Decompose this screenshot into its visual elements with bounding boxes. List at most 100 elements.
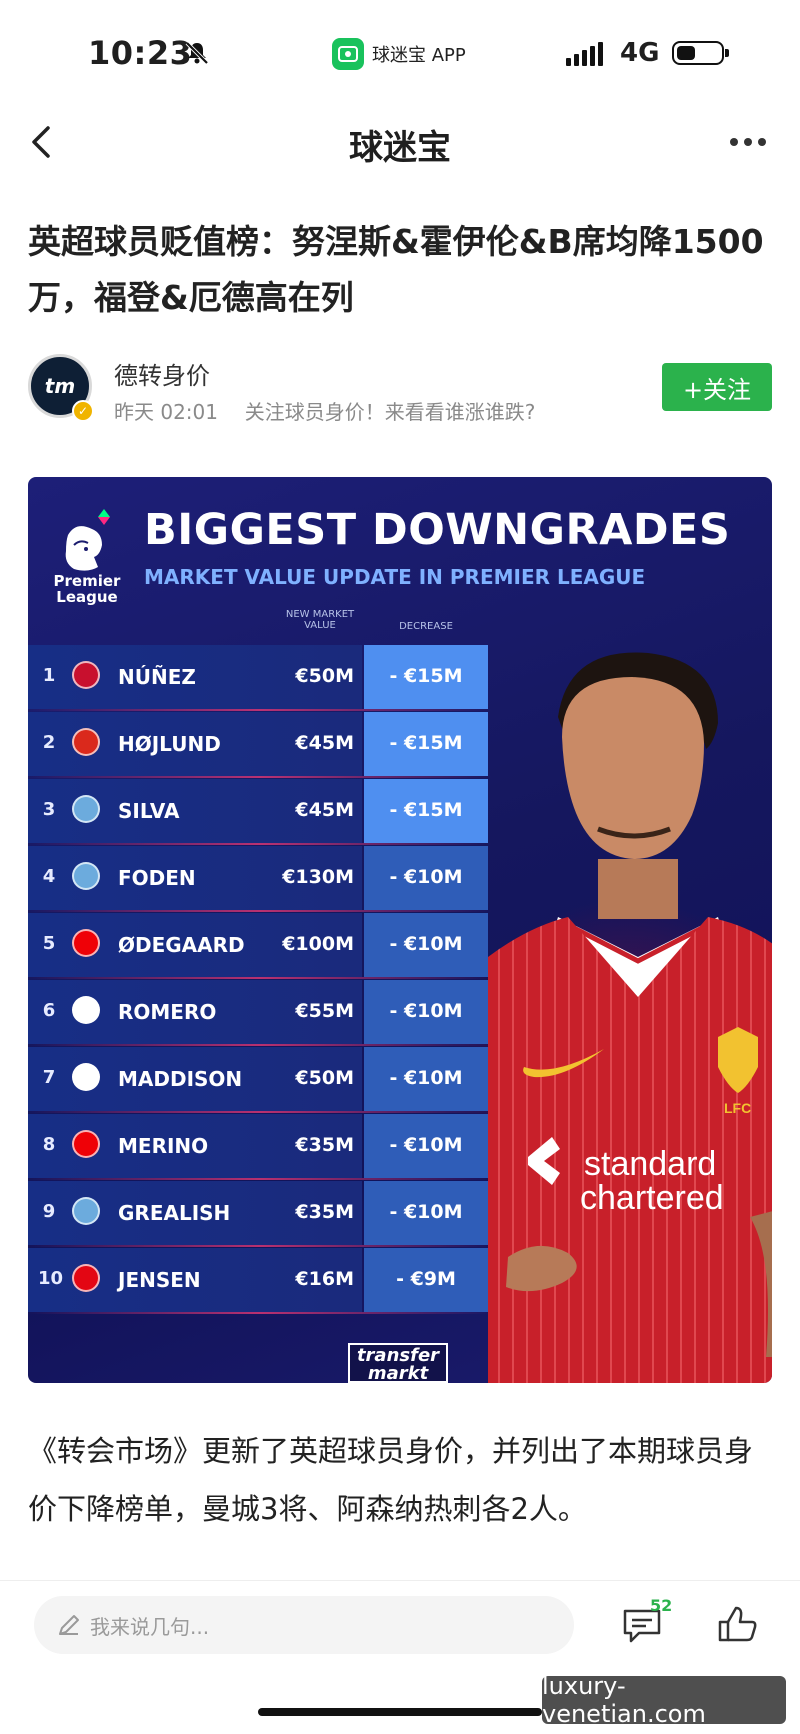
- ranking-row: 10 JENSEN €16M - €9M: [28, 1248, 492, 1314]
- man-city-crest-icon: [72, 1197, 100, 1225]
- ranking-row: 7 MADDISON €50M - €10M: [28, 1047, 492, 1113]
- signal-icon: [566, 40, 603, 66]
- column-header-new-value: NEW MARKET VALUE: [285, 609, 355, 631]
- row-decrease: - €10M: [389, 1000, 463, 1022]
- row-decrease: - €15M: [389, 665, 463, 687]
- row-player-name: MADDISON: [118, 1067, 243, 1091]
- tottenham-crest-icon: [72, 1063, 100, 1091]
- thumbs-up-icon[interactable]: [716, 1604, 758, 1644]
- status-time: 10:23: [88, 34, 193, 72]
- svg-text:standard: standard: [584, 1145, 716, 1183]
- ranking-row: 9 GREALISH €35M - €10M: [28, 1181, 492, 1247]
- row-decrease: - €10M: [389, 1134, 463, 1156]
- row-player-name: GREALISH: [118, 1201, 231, 1225]
- graphic-subheadline: MARKET VALUE UPDATE IN PREMIER LEAGUE: [144, 565, 646, 589]
- row-decrease: - €10M: [389, 1067, 463, 1089]
- liverpool-crest-icon: [72, 661, 100, 689]
- row-market-value: €45M: [295, 732, 354, 754]
- home-indicator[interactable]: [258, 1708, 542, 1716]
- mute-bell-icon: [185, 41, 209, 65]
- brentford-crest-icon: [72, 1264, 100, 1292]
- nav-title: 球迷宝: [349, 128, 451, 168]
- row-decrease: - €15M: [389, 799, 463, 821]
- author-avatar[interactable]: tm: [28, 354, 92, 418]
- tottenham-crest-icon: [72, 996, 100, 1024]
- author-avatar-text: tm: [44, 374, 76, 398]
- back-arrow-icon[interactable]: [26, 122, 62, 162]
- battery-icon: [672, 41, 729, 65]
- author-intro: 关注球员身价！来看看谁涨谁跌?: [244, 400, 536, 424]
- watermark: luxury-venetian.com: [542, 1672, 786, 1728]
- verified-badge-icon: ✓: [72, 400, 94, 422]
- man-united-crest-icon: [72, 728, 100, 756]
- row-decrease: - €10M: [389, 866, 463, 888]
- row-rank: 6: [42, 1000, 56, 1021]
- arsenal-crest-icon: [72, 1130, 100, 1158]
- row-player-name: ØDEGAARD: [118, 933, 245, 957]
- author-meta: 昨天 02:01 关注球员身价！来看看谁涨谁跌?: [114, 396, 535, 425]
- row-decrease: - €15M: [389, 732, 463, 754]
- ranking-row: 8 MERINO €35M - €10M: [28, 1114, 492, 1180]
- graphic-headline: BIGGEST DOWNGRADES: [144, 505, 731, 555]
- league-label: Premier League: [53, 572, 121, 606]
- row-rank: 8: [42, 1134, 56, 1155]
- ranking-row: 4 FODEN €130M - €10M: [28, 846, 492, 912]
- row-market-value: €35M: [295, 1134, 354, 1156]
- transfermarkt-logo: transfer markt: [348, 1343, 448, 1383]
- comment-icon[interactable]: [622, 1608, 662, 1644]
- row-decrease: - €10M: [389, 933, 463, 955]
- row-decrease: - €9M: [396, 1268, 456, 1290]
- row-player-name: JENSEN: [118, 1268, 201, 1292]
- row-rank: 9: [42, 1201, 56, 1222]
- status-app-indicator: 球迷宝 APP: [332, 38, 466, 70]
- ranking-row: 5 ØDEGAARD €100M - €10M: [28, 913, 492, 979]
- row-player-name: HØJLUND: [118, 732, 221, 756]
- bottom-divider: [0, 1580, 800, 1581]
- article-body: 《转会市场》更新了英超球员身价，并列出了本期球员身价下降榜单，曼城3将、阿森纳热…: [28, 1434, 754, 1526]
- row-rank: 5: [42, 933, 56, 954]
- comment-input[interactable]: 我来说几句...: [34, 1596, 574, 1654]
- row-market-value: €130M: [282, 866, 354, 888]
- premier-league-lion-icon: [65, 509, 110, 571]
- author-name[interactable]: 德转身价: [114, 362, 210, 390]
- row-rank: 2: [42, 732, 56, 753]
- pen-icon: [59, 1615, 79, 1635]
- row-player-name: MERINO: [118, 1134, 209, 1158]
- arsenal-crest-icon: [72, 929, 100, 957]
- follow-button[interactable]: +关注: [662, 363, 772, 411]
- svg-text:chartered: chartered: [580, 1179, 724, 1217]
- row-market-value: €16M: [295, 1268, 354, 1290]
- man-city-crest-icon: [72, 795, 100, 823]
- ranking-row: 2 HØJLUND €45M - €15M: [28, 712, 492, 778]
- publish-time: 昨天 02:01: [114, 400, 218, 424]
- man-city-crest-icon: [72, 862, 100, 890]
- player-photo: LFC standard chartered: [488, 652, 772, 1383]
- row-player-name: FODEN: [118, 866, 196, 890]
- row-market-value: €55M: [295, 1000, 354, 1022]
- row-market-value: €50M: [295, 1067, 354, 1089]
- row-market-value: €50M: [295, 665, 354, 687]
- row-rank: 4: [42, 866, 56, 887]
- row-player-name: SILVA: [118, 799, 180, 823]
- comment-count: 52: [650, 1596, 673, 1615]
- status-app-label: 球迷宝 APP: [372, 45, 466, 66]
- row-decrease: - €10M: [389, 1201, 463, 1223]
- row-player-name: ROMERO: [118, 1000, 217, 1024]
- ranking-row: 3 SILVA €45M - €15M: [28, 779, 492, 845]
- column-header-decrease: DECREASE: [399, 621, 453, 632]
- ranking-row: 1 NÚÑEZ €50M - €15M: [28, 645, 492, 711]
- article-title: 英超球员贬值榜：努涅斯&霍伊伦&B席均降1500万，福登&厄德高在列: [28, 222, 764, 317]
- ranking-row: 6 ROMERO €55M - €10M: [28, 980, 492, 1046]
- row-market-value: €100M: [282, 933, 354, 955]
- row-player-name: NÚÑEZ: [118, 665, 196, 689]
- row-rank: 3: [42, 799, 56, 820]
- row-market-value: €45M: [295, 799, 354, 821]
- row-rank: 10: [38, 1268, 64, 1289]
- more-options-icon[interactable]: [726, 128, 770, 156]
- app-logo-icon: [332, 38, 364, 70]
- comment-placeholder: 我来说几句...: [90, 1614, 210, 1639]
- svg-text:LFC: LFC: [724, 1100, 751, 1116]
- network-type: 4G: [620, 38, 660, 68]
- article-image[interactable]: Premier League BIGGEST DOWNGRADES MARKET…: [28, 477, 772, 1383]
- row-rank: 1: [42, 665, 56, 686]
